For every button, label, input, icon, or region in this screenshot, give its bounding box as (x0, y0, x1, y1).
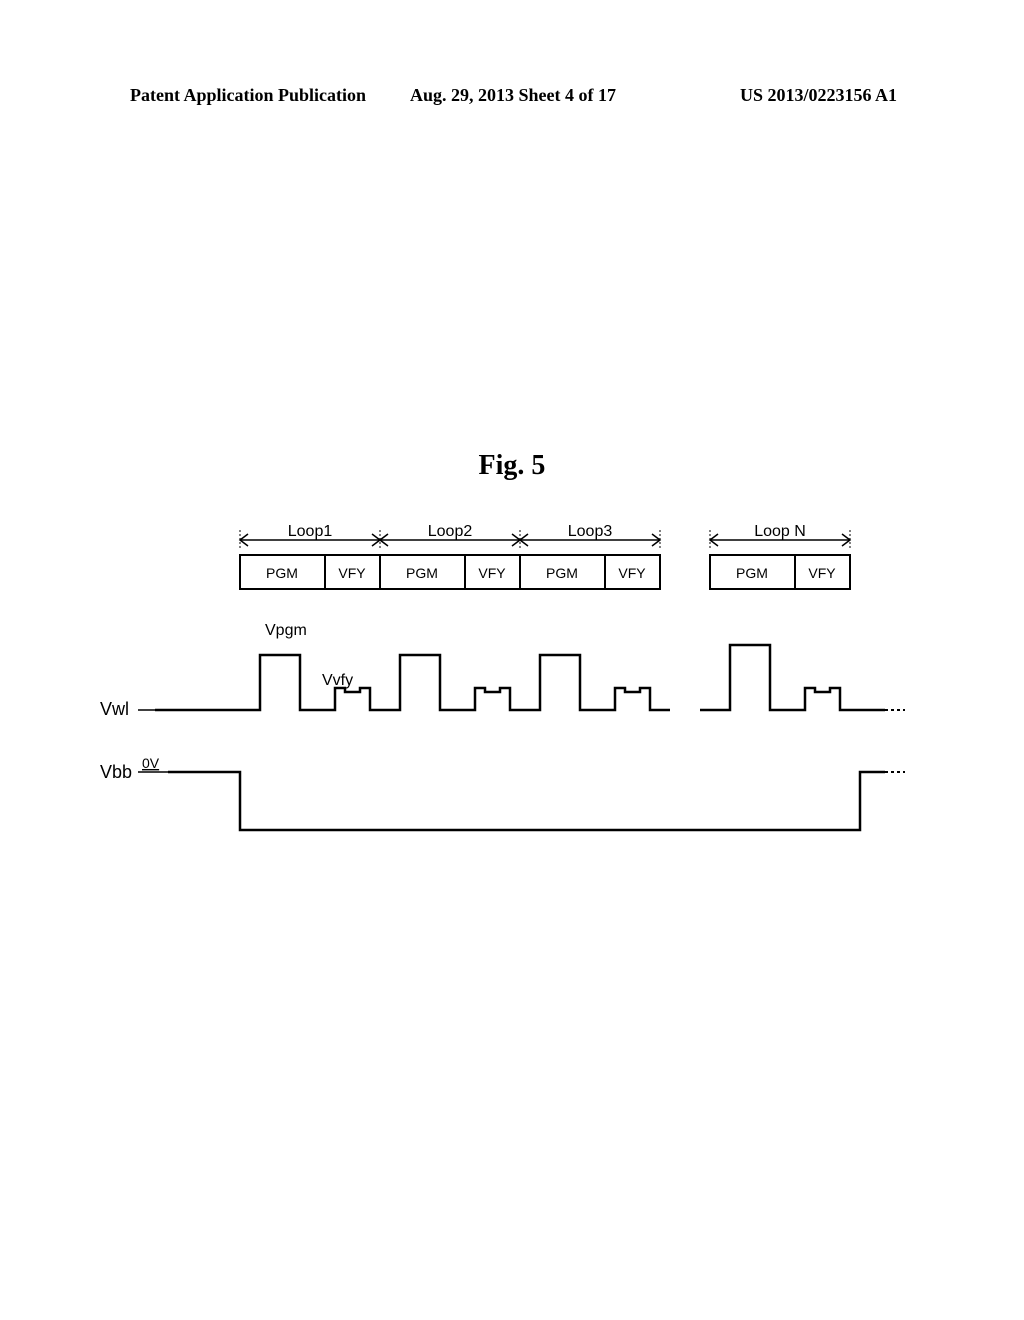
vwl-label: Vwl (100, 699, 129, 719)
loop2-vfy: VFY (478, 565, 506, 581)
loopN-label: Loop N (754, 523, 806, 540)
vbb-waveform: Vbb 0V (100, 755, 905, 830)
timing-diagram: Loop1 Loop2 Loop3 Loop N PGM VFY PGM VFY (100, 520, 920, 880)
vbb-0v-label: 0V (142, 755, 160, 771)
loop2-label: Loop2 (428, 523, 473, 540)
loop-headers: Loop1 Loop2 Loop3 Loop N (240, 523, 850, 550)
vwl-waveform: Vwl (100, 645, 905, 719)
header-center: Aug. 29, 2013 Sheet 4 of 17 (410, 85, 616, 106)
figure-title: Fig. 5 (0, 450, 1024, 482)
header-left: Patent Application Publication (130, 85, 366, 106)
vbb-label: Vbb (100, 762, 132, 782)
loop3-label: Loop3 (568, 523, 613, 540)
vvfy-label: Vvfy (322, 672, 353, 689)
loop3-vfy: VFY (618, 565, 646, 581)
loop1-pgm: PGM (266, 565, 298, 581)
vpgm-label: Vpgm (265, 622, 307, 639)
header-right: US 2013/0223156 A1 (740, 85, 897, 106)
loopN-pgm: PGM (736, 565, 768, 581)
loopN-vfy: VFY (808, 565, 836, 581)
loop3-pgm: PGM (546, 565, 578, 581)
loop2-pgm: PGM (406, 565, 438, 581)
loop1-vfy: VFY (338, 565, 366, 581)
phase-table: PGM VFY PGM VFY PGM VFY PGM VFY (240, 555, 850, 589)
loop1-label: Loop1 (288, 523, 333, 540)
